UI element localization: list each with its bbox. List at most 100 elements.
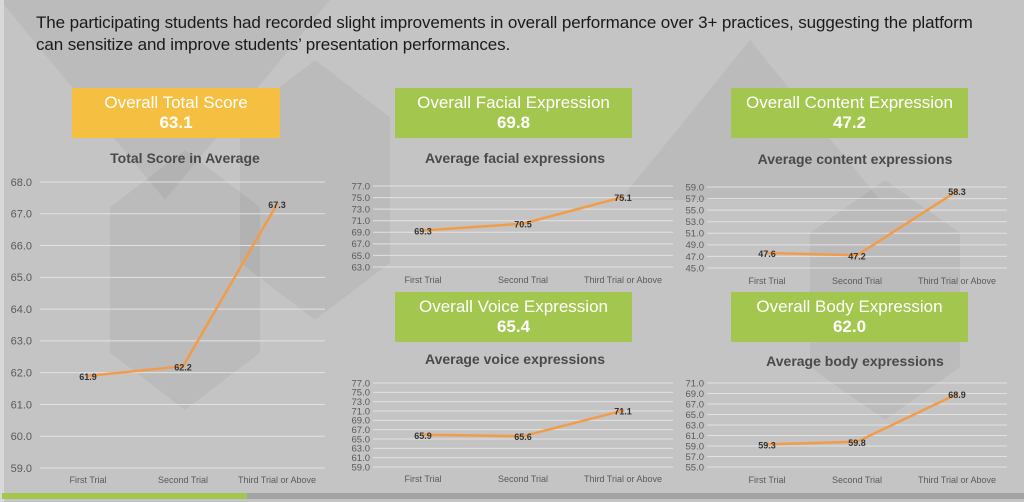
data-point [621, 409, 625, 413]
y-tick-label: 63.0 [686, 420, 705, 431]
x-tick-label: First Trial [405, 474, 442, 484]
y-tick-label: 77.0 [352, 378, 371, 389]
y-tick-label: 69.0 [686, 389, 705, 400]
line-chart-facial: 63.065.067.069.071.073.075.077.0 First Tr… [352, 181, 673, 285]
series-line [766, 189, 958, 257]
data-label: 65.6 [514, 432, 532, 442]
y-tick-label: 63.0 [352, 262, 371, 273]
kpi-value: 69.8 [496, 113, 531, 132]
y-tick-label: 59.0 [686, 182, 705, 193]
data-point [86, 374, 90, 378]
kpi-label: Overall Voice Expression [419, 297, 608, 316]
chart-title-body: Average body expressions [766, 353, 944, 369]
series-line [87, 203, 279, 378]
chart-title-voice: Average voice expressions [424, 351, 606, 367]
y-tick-label: 65.0 [686, 410, 705, 421]
slide-progress-bar [2, 493, 1024, 499]
y-tick-label: 60.0 [11, 431, 32, 443]
data-point [521, 434, 525, 438]
y-tick-label: 67.0 [11, 209, 32, 221]
x-tick-label: Second Trial [498, 275, 548, 285]
y-tick-label: 55.0 [686, 205, 705, 216]
data-label: 68.9 [948, 390, 966, 400]
y-tick-label: 71.0 [352, 406, 371, 417]
y-tick-label: 65.0 [352, 251, 371, 262]
frame-left-edge [0, 0, 4, 502]
kpi-card-facial-expression: Overall Facial Expression 69.8 [395, 88, 632, 138]
y-tick-label: 69.0 [352, 228, 371, 239]
y-tick-label: 75.0 [352, 193, 371, 204]
y-tick-label: 47.0 [686, 252, 705, 263]
y-tick-label: 68.0 [11, 177, 32, 189]
data-label: 69.3 [414, 227, 432, 237]
y-tick-label: 73.0 [352, 397, 371, 408]
data-label: 59.8 [848, 438, 866, 448]
y-tick-label: 53.0 [686, 217, 705, 228]
y-tick-label: 61.0 [352, 453, 371, 464]
y-tick-label: 61.0 [686, 431, 705, 442]
data-point [421, 433, 425, 437]
kpi-value: 47.2 [832, 113, 867, 132]
x-tick-label: First Trial [749, 276, 786, 286]
data-label: 70.5 [514, 220, 532, 230]
y-tick-label: 67.0 [352, 239, 371, 250]
data-label: 47.6 [758, 249, 776, 259]
data-point [855, 440, 859, 444]
y-tick-label: 61.0 [11, 399, 32, 411]
y-tick-label: 57.0 [686, 194, 705, 205]
y-tick-label: 66.0 [11, 240, 32, 252]
y-tick-label: 71.0 [352, 216, 371, 227]
x-tick-label: Second Trial [832, 475, 882, 485]
x-tick-label: Third Trial or Above [584, 474, 662, 484]
y-tick-label: 64.0 [11, 304, 32, 316]
kpi-card-content-expression: Overall Content Expression 47.2 [731, 88, 968, 138]
data-point [955, 392, 959, 396]
x-tick-label: Second Trial [158, 475, 208, 485]
chart-title-facial: Average facial expressions [424, 150, 606, 166]
y-tick-label: 63.0 [352, 444, 371, 455]
data-label: 47.2 [848, 251, 866, 261]
y-tick-label: 67.0 [352, 425, 371, 436]
x-tick-label: First Trial [405, 275, 442, 285]
data-point [275, 202, 279, 206]
data-point [765, 251, 769, 255]
headline-text: The participating students had recorded … [36, 13, 973, 54]
chart-title-total-score: Total Score in Average [110, 150, 260, 166]
y-tick-label: 59.0 [352, 462, 371, 473]
x-tick-label: First Trial [70, 475, 107, 485]
y-tick-label: 69.0 [352, 416, 371, 427]
line-chart-voice: 59.061.063.065.067.069.071.073.075.077.0… [352, 378, 673, 484]
y-tick-label: 59.0 [11, 463, 32, 475]
kpi-label: Overall Content Expression [746, 93, 953, 112]
x-tick-label: Third Trial or Above [918, 276, 996, 286]
y-tick-label: 57.0 [686, 452, 705, 463]
y-tick-label: 55.0 [686, 462, 705, 473]
y-tick-label: 63.0 [11, 336, 32, 348]
data-label: 59.3 [758, 440, 776, 450]
data-point [765, 442, 769, 446]
y-tick-label: 49.0 [686, 240, 705, 251]
y-tick-label: 45.0 [686, 263, 705, 274]
data-label: 71.1 [614, 407, 632, 417]
y-tick-label: 65.0 [11, 272, 32, 284]
kpi-label: Overall Body Expression [756, 297, 943, 316]
y-tick-label: 73.0 [352, 204, 371, 215]
x-tick-label: Second Trial [832, 276, 882, 286]
data-point [855, 253, 859, 257]
x-tick-label: Third Trial or Above [918, 475, 996, 485]
kpi-value: 65.4 [496, 317, 531, 336]
x-tick-label: Third Trial or Above [584, 275, 662, 285]
x-tick-label: Third Trial or Above [238, 475, 316, 485]
y-tick-label: 51.0 [686, 229, 705, 240]
data-label: 75.1 [614, 193, 632, 203]
kpi-value: 62.0 [832, 317, 867, 336]
data-point [521, 222, 525, 226]
data-point [621, 195, 625, 199]
line-chart-content: 45.047.049.051.053.055.057.059.0 First Tr… [686, 182, 1007, 286]
data-point [421, 229, 425, 233]
data-label: 61.9 [79, 372, 97, 382]
chart-title-content: Average content expressions [757, 151, 953, 167]
slide-progress-fill [2, 493, 248, 499]
line-chart-body: 55.057.059.061.063.065.067.069.071.0 Firs… [686, 378, 1007, 485]
data-point [181, 364, 185, 368]
